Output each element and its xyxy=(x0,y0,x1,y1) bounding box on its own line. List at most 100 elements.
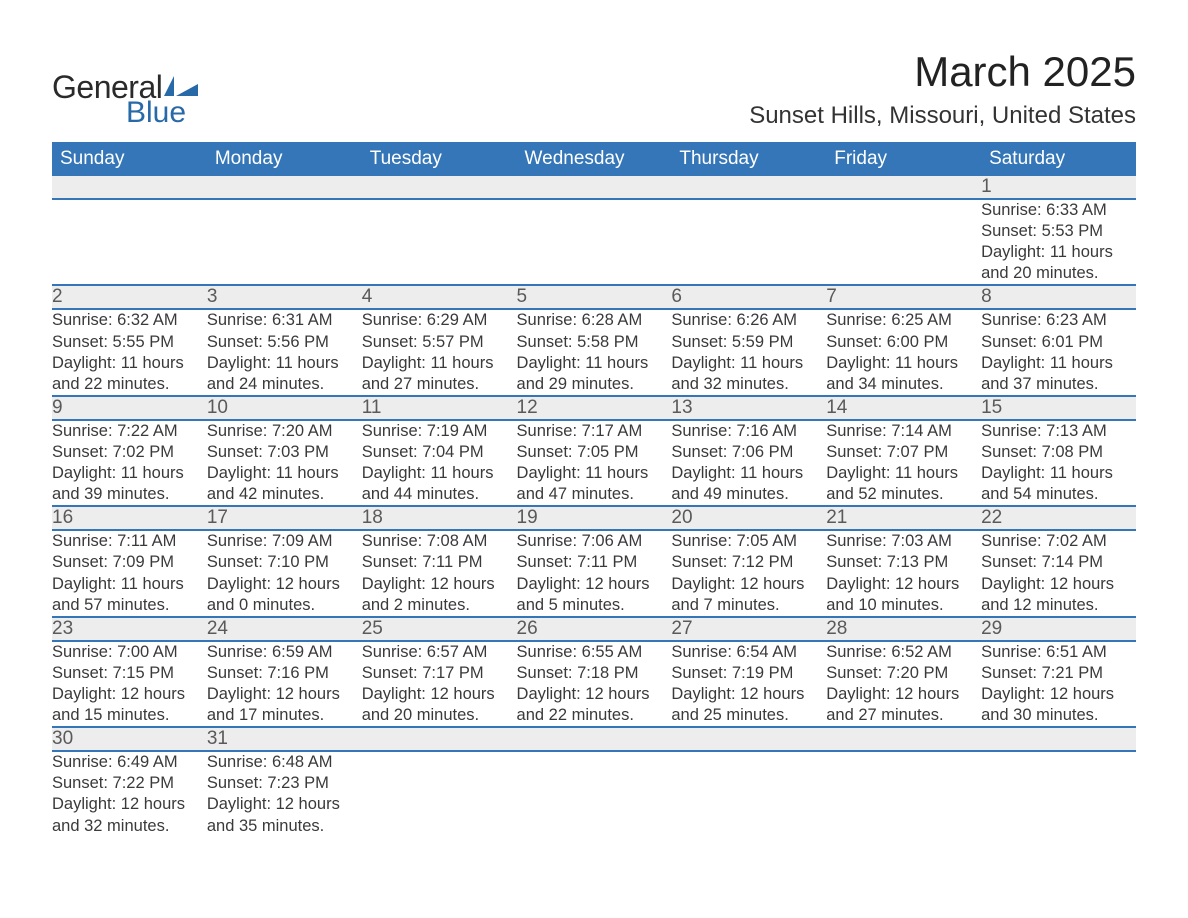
daylight-line2: and 47 minutes. xyxy=(517,484,672,505)
sunrise-line: Sunrise: 7:03 AM xyxy=(826,531,981,552)
day-number-cell: 12 xyxy=(517,396,672,420)
sunrise-line: Sunrise: 6:48 AM xyxy=(207,752,362,773)
daylight-line1: Daylight: 11 hours xyxy=(207,463,362,484)
sunset-line: Sunset: 7:23 PM xyxy=(207,773,362,794)
sunrise-line: Sunrise: 7:22 AM xyxy=(52,421,207,442)
sunrise-line: Sunrise: 6:59 AM xyxy=(207,642,362,663)
day-number-cell: 15 xyxy=(981,396,1136,420)
daylight-line2: and 35 minutes. xyxy=(207,816,362,837)
day-number-cell: 4 xyxy=(362,285,517,309)
sunset-line: Sunset: 7:04 PM xyxy=(362,442,517,463)
daylight-line2: and 15 minutes. xyxy=(52,705,207,726)
calendar-table: SundayMondayTuesdayWednesdayThursdayFrid… xyxy=(52,142,1136,837)
daylight-line2: and 54 minutes. xyxy=(981,484,1136,505)
sunset-line: Sunset: 7:07 PM xyxy=(826,442,981,463)
weekday-header: Friday xyxy=(826,142,981,176)
sunrise-line: Sunrise: 6:29 AM xyxy=(362,310,517,331)
daylight-line1: Daylight: 12 hours xyxy=(826,574,981,595)
day-number-cell: 28 xyxy=(826,617,981,641)
day-detail-cell xyxy=(671,199,826,285)
day-detail-cell: Sunrise: 7:06 AMSunset: 7:11 PMDaylight:… xyxy=(517,530,672,616)
day-number-cell xyxy=(826,727,981,751)
day-number-cell: 14 xyxy=(826,396,981,420)
day-detail-cell: Sunrise: 7:20 AMSunset: 7:03 PMDaylight:… xyxy=(207,420,362,506)
daylight-line1: Daylight: 11 hours xyxy=(826,353,981,374)
sunrise-line: Sunrise: 6:23 AM xyxy=(981,310,1136,331)
daylight-line1: Daylight: 11 hours xyxy=(517,353,672,374)
daylight-line1: Daylight: 11 hours xyxy=(981,242,1136,263)
day-detail-cell: Sunrise: 7:05 AMSunset: 7:12 PMDaylight:… xyxy=(671,530,826,616)
sunset-line: Sunset: 7:05 PM xyxy=(517,442,672,463)
day-detail-cell xyxy=(517,751,672,836)
daylight-line2: and 10 minutes. xyxy=(826,595,981,616)
daylight-line1: Daylight: 12 hours xyxy=(52,794,207,815)
day-detail-cell: Sunrise: 6:29 AMSunset: 5:57 PMDaylight:… xyxy=(362,309,517,395)
daylight-line2: and 17 minutes. xyxy=(207,705,362,726)
sunrise-line: Sunrise: 7:16 AM xyxy=(671,421,826,442)
sunrise-line: Sunrise: 7:19 AM xyxy=(362,421,517,442)
day-number-cell: 20 xyxy=(671,506,826,530)
sunrise-line: Sunrise: 7:06 AM xyxy=(517,531,672,552)
day-detail-cell: Sunrise: 7:11 AMSunset: 7:09 PMDaylight:… xyxy=(52,530,207,616)
sunrise-line: Sunrise: 6:25 AM xyxy=(826,310,981,331)
sunset-line: Sunset: 5:59 PM xyxy=(671,332,826,353)
daylight-line2: and 24 minutes. xyxy=(207,374,362,395)
day-number-cell: 25 xyxy=(362,617,517,641)
sunset-line: Sunset: 7:02 PM xyxy=(52,442,207,463)
day-detail-cell: Sunrise: 6:28 AMSunset: 5:58 PMDaylight:… xyxy=(517,309,672,395)
day-detail-cell: Sunrise: 7:13 AMSunset: 7:08 PMDaylight:… xyxy=(981,420,1136,506)
daylight-line2: and 32 minutes. xyxy=(52,816,207,837)
day-detail-cell xyxy=(826,199,981,285)
day-number-cell: 31 xyxy=(207,727,362,751)
daylight-line1: Daylight: 11 hours xyxy=(826,463,981,484)
day-detail-cell: Sunrise: 6:32 AMSunset: 5:55 PMDaylight:… xyxy=(52,309,207,395)
day-detail-cell: Sunrise: 7:17 AMSunset: 7:05 PMDaylight:… xyxy=(517,420,672,506)
sunrise-line: Sunrise: 6:49 AM xyxy=(52,752,207,773)
daylight-line1: Daylight: 11 hours xyxy=(52,463,207,484)
day-detail-cell: Sunrise: 6:55 AMSunset: 7:18 PMDaylight:… xyxy=(517,641,672,727)
day-number-cell: 5 xyxy=(517,285,672,309)
day-number-cell: 22 xyxy=(981,506,1136,530)
day-detail-cell: Sunrise: 6:31 AMSunset: 5:56 PMDaylight:… xyxy=(207,309,362,395)
daylight-line1: Daylight: 12 hours xyxy=(517,574,672,595)
daylight-line2: and 22 minutes. xyxy=(52,374,207,395)
sunset-line: Sunset: 7:20 PM xyxy=(826,663,981,684)
day-number-cell xyxy=(52,176,207,199)
sunrise-line: Sunrise: 7:13 AM xyxy=(981,421,1136,442)
sunrise-line: Sunrise: 7:14 AM xyxy=(826,421,981,442)
brand-logo: General Blue xyxy=(52,69,198,130)
sunrise-line: Sunrise: 6:55 AM xyxy=(517,642,672,663)
sunrise-line: Sunrise: 6:31 AM xyxy=(207,310,362,331)
sunset-line: Sunset: 5:53 PM xyxy=(981,221,1136,242)
weekday-header: Tuesday xyxy=(362,142,517,176)
daylight-line1: Daylight: 12 hours xyxy=(207,794,362,815)
sunset-line: Sunset: 5:55 PM xyxy=(52,332,207,353)
day-detail-cell xyxy=(52,199,207,285)
sunrise-line: Sunrise: 6:32 AM xyxy=(52,310,207,331)
day-detail-cell xyxy=(362,199,517,285)
month-title: March 2025 xyxy=(749,48,1136,96)
day-number-cell: 1 xyxy=(981,176,1136,199)
day-detail-cell xyxy=(826,751,981,836)
sunset-line: Sunset: 7:03 PM xyxy=(207,442,362,463)
daylight-line1: Daylight: 11 hours xyxy=(517,463,672,484)
day-number-cell: 23 xyxy=(52,617,207,641)
day-number-cell: 30 xyxy=(52,727,207,751)
day-detail-cell: Sunrise: 7:03 AMSunset: 7:13 PMDaylight:… xyxy=(826,530,981,616)
daylight-line1: Daylight: 12 hours xyxy=(826,684,981,705)
day-number-cell: 9 xyxy=(52,396,207,420)
title-block: March 2025 Sunset Hills, Missouri, Unite… xyxy=(749,48,1136,130)
day-number-cell xyxy=(826,176,981,199)
day-detail-cell: Sunrise: 7:08 AMSunset: 7:11 PMDaylight:… xyxy=(362,530,517,616)
detail-row: Sunrise: 6:32 AMSunset: 5:55 PM Daylight:… xyxy=(52,309,1136,395)
sunset-line: Sunset: 7:09 PM xyxy=(52,552,207,573)
daylight-line2: and 20 minutes. xyxy=(362,705,517,726)
sunrise-line: Sunrise: 7:09 AM xyxy=(207,531,362,552)
day-detail-cell: Sunrise: 7:16 AMSunset: 7:06 PMDaylight:… xyxy=(671,420,826,506)
day-number-cell xyxy=(362,176,517,199)
daylight-line2: and 7 minutes. xyxy=(671,595,826,616)
weekday-header-row: SundayMondayTuesdayWednesdayThursdayFrid… xyxy=(52,142,1136,176)
day-number-cell: 19 xyxy=(517,506,672,530)
day-detail-cell xyxy=(981,751,1136,836)
day-detail-cell: Sunrise: 6:48 AMSunset: 7:23 PMDaylight:… xyxy=(207,751,362,836)
